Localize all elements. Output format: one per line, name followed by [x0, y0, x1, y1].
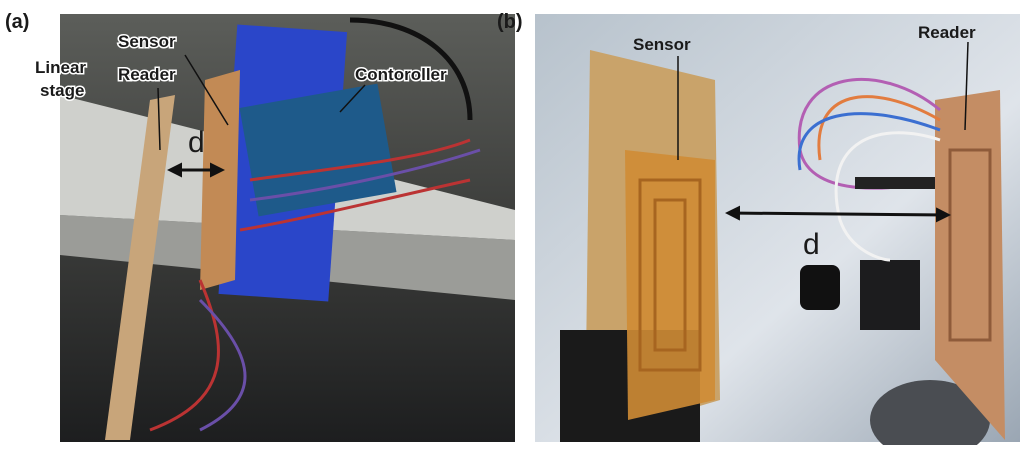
annotation: Sensor — [118, 32, 176, 51]
panel-label: (a) — [5, 11, 29, 33]
photo-a — [60, 14, 515, 442]
annotation: d — [803, 228, 820, 261]
annotation: Reader — [918, 23, 976, 42]
annotation: stage — [40, 81, 84, 100]
photo-b — [535, 14, 1020, 450]
annotation: Contoroller — [355, 65, 447, 84]
annotation: d — [188, 126, 205, 159]
panel-label: (b) — [497, 11, 523, 33]
annotation: Sensor — [633, 35, 691, 54]
annotation: Reader — [118, 65, 176, 84]
annotation: Linear — [35, 58, 86, 77]
